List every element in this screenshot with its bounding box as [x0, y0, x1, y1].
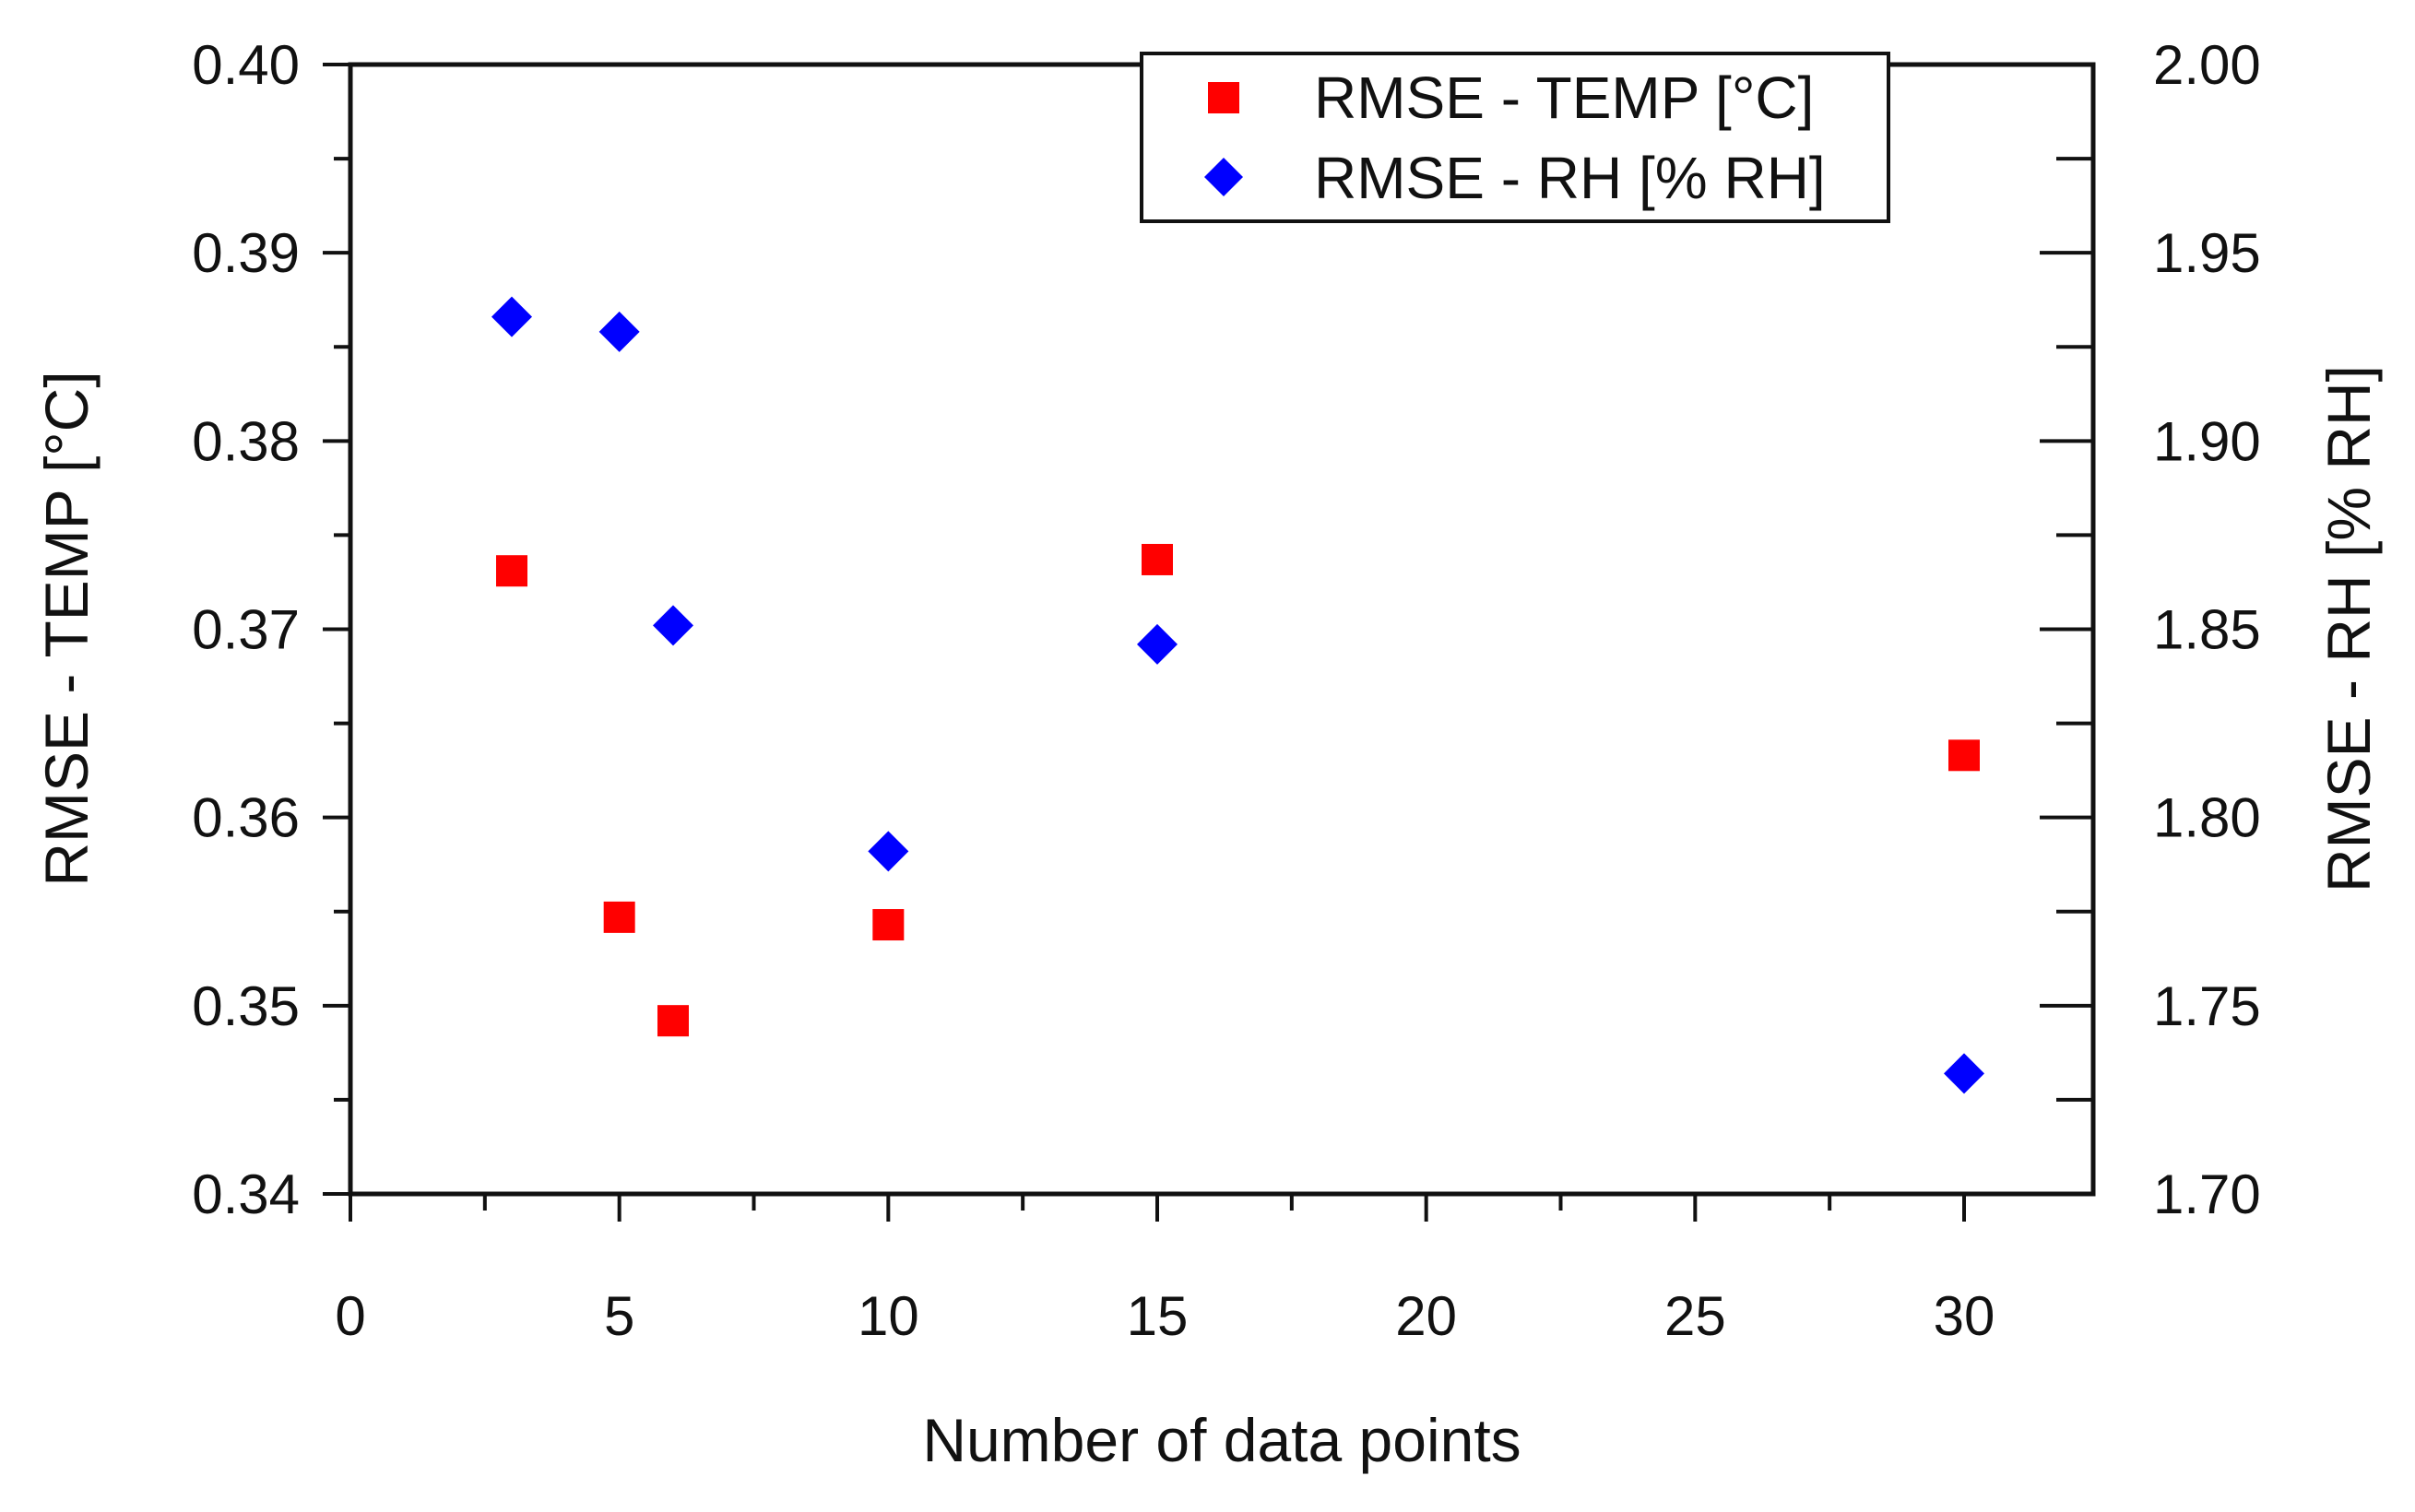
x-tick-label: 15 [1127, 1285, 1189, 1347]
y-left-tick-label: 0.40 [192, 34, 300, 96]
legend-box [1140, 52, 1890, 223]
rh-data-point [1944, 1053, 1984, 1094]
x-tick-label: 5 [604, 1285, 634, 1347]
legend-marker-rh [1204, 158, 1243, 196]
y-axis-right: 1.70 1.75 1.80 1.85 1.90 1.95 2.00 [2040, 34, 2261, 1225]
temp-data-point [657, 1005, 689, 1037]
y-right-tick-label: 1.80 [2153, 787, 2261, 849]
y-right-tick-label: 1.70 [2153, 1164, 2261, 1225]
x-tick-label: 30 [1934, 1285, 1995, 1347]
y-left-tick-label: 0.35 [192, 975, 300, 1037]
y-axis-left-title: RMSE - TEMP [°C] [32, 371, 101, 886]
x-tick-label: 20 [1395, 1285, 1457, 1347]
legend: RMSE - TEMP [°C] RMSE - RH [% RH] [1140, 52, 1890, 223]
plot-area [348, 62, 2096, 1197]
y-left-tick-label: 0.38 [192, 410, 300, 472]
temp-data-point [1948, 739, 1980, 772]
rh-data-point [1137, 623, 1178, 665]
y-axis-right-title: RMSE - RH [% RH] [2314, 365, 2383, 892]
data-points [491, 296, 1984, 1094]
y-right-tick-label: 1.90 [2153, 410, 2261, 472]
rh-data-point [491, 296, 532, 337]
temp-data-point [872, 909, 905, 941]
y-right-tick-label: 1.95 [2153, 222, 2261, 284]
temp-data-point [1142, 543, 1173, 575]
y-left-tick-label: 0.37 [192, 599, 300, 661]
rh-data-point [598, 311, 640, 352]
y-right-tick-label: 1.85 [2153, 599, 2261, 661]
x-axis-title: Number of data points [922, 1406, 1521, 1474]
x-tick-label: 25 [1664, 1285, 1726, 1347]
rh-data-point [868, 831, 909, 872]
legend-label-temp: RMSE - TEMP [°C] [1314, 65, 1814, 131]
y-axis-left: 0.34 0.35 0.36 0.37 0.38 0.39 0.40 [192, 34, 350, 1225]
legend-label-rh: RMSE - RH [% RH] [1314, 145, 1826, 211]
rh-data-point [653, 605, 693, 646]
x-tick-label: 10 [858, 1285, 919, 1347]
x-tick-label: 0 [335, 1285, 365, 1347]
y-right-tick-label: 1.75 [2153, 975, 2261, 1037]
y-left-tick-label: 0.39 [192, 222, 300, 284]
x-axis: 0 5 10 15 20 25 30 [335, 1194, 1995, 1347]
temp-data-point [496, 555, 527, 587]
legend-marker-temp [1208, 82, 1239, 113]
y-left-tick-label: 0.34 [192, 1164, 300, 1225]
temp-data-point [603, 901, 635, 933]
y-right-tick-label: 2.00 [2153, 34, 2261, 96]
y-left-tick-label: 0.36 [192, 787, 300, 849]
